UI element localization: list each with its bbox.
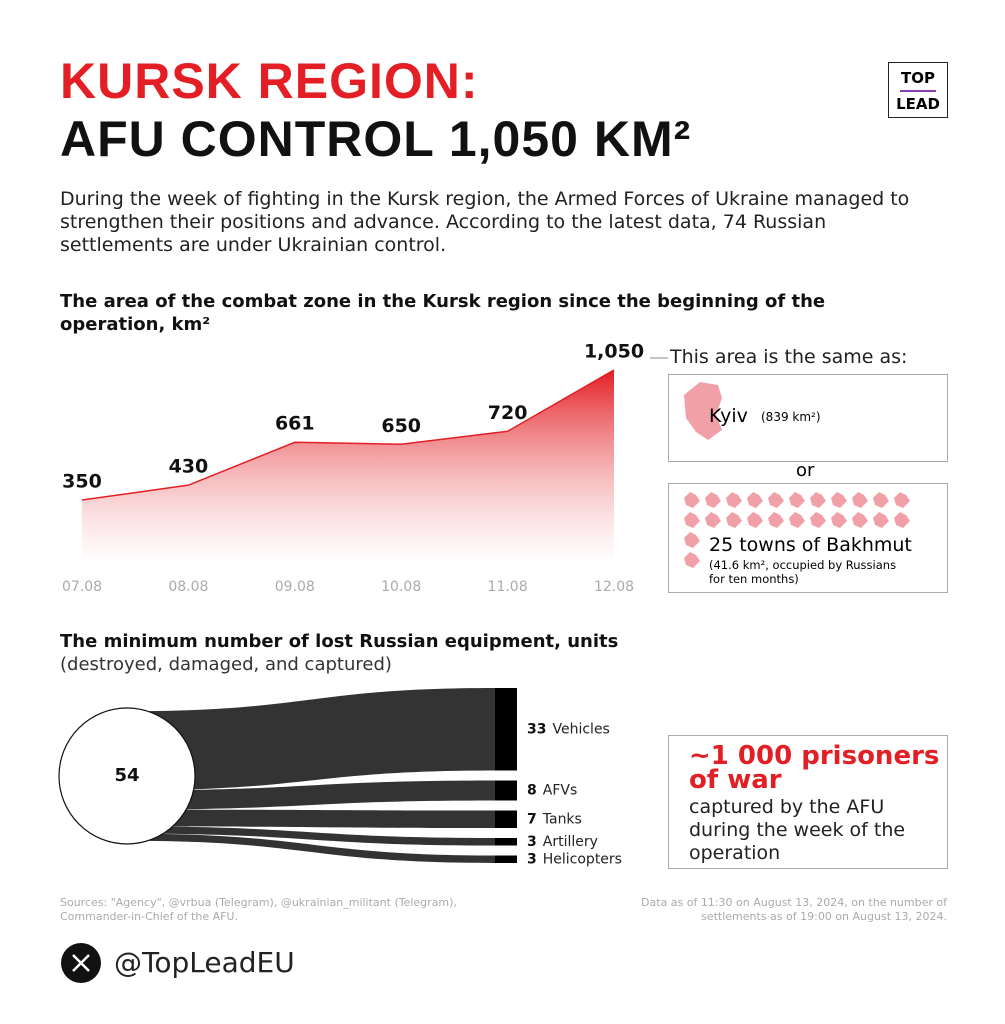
value-label: 661 bbox=[275, 413, 315, 435]
bakhmut-icon bbox=[747, 492, 763, 508]
bakhmut-note: (41.6 km², occupied by Russians for ten … bbox=[709, 558, 897, 586]
bakhmut-icon bbox=[789, 512, 805, 528]
sources: Sources: "Agency", @vrbua (Telegram), @u… bbox=[60, 896, 457, 923]
connector: or bbox=[796, 460, 815, 481]
prisoners-box: ~1 000 prisoners of war captured by the … bbox=[668, 735, 948, 869]
flow-bar bbox=[495, 855, 517, 863]
x-tick-label: 07.08 bbox=[62, 579, 102, 595]
flow-bar bbox=[495, 780, 517, 801]
value-label: 3 bbox=[527, 851, 537, 867]
value-label: 650 bbox=[381, 415, 421, 437]
kyiv-label: Kyiv bbox=[709, 405, 748, 427]
data-note: Data as of 11:30 on August 13, 2024, on … bbox=[641, 896, 947, 923]
x-glyph bbox=[72, 954, 90, 972]
bakhmut-icon bbox=[810, 492, 826, 508]
value-label: 350 bbox=[62, 471, 102, 493]
bakhmut-icon bbox=[705, 492, 721, 508]
value-label: 3 bbox=[527, 834, 537, 850]
title-line1: KURSK REGION: bbox=[60, 53, 479, 109]
x-tick-label: 11.08 bbox=[488, 579, 528, 595]
annotation: This area is the same as: bbox=[670, 346, 908, 368]
category-label: Vehicles bbox=[552, 721, 609, 737]
prisoners-text: captured by the AFU during the week of t… bbox=[689, 796, 906, 864]
bakhmut-icon bbox=[894, 512, 910, 528]
kyiv-shape bbox=[684, 382, 722, 440]
area bbox=[82, 370, 614, 565]
flow-band bbox=[127, 688, 495, 791]
x-tick-label: 10.08 bbox=[381, 579, 421, 595]
footer-handle: @TopLeadEU bbox=[114, 946, 295, 979]
logo: TOP LEAD bbox=[888, 62, 948, 118]
area-line bbox=[81, 369, 615, 501]
bakhmut-icons bbox=[684, 492, 910, 568]
kyiv-box: Kyiv (839 km²) bbox=[668, 374, 948, 462]
bakhmut-icon bbox=[684, 512, 700, 528]
category-label: Helicopters bbox=[543, 851, 622, 867]
logo-bottom: LEAD bbox=[896, 95, 940, 113]
bakhmut-icon bbox=[726, 492, 742, 508]
title-line2: AFU CONTROL 1,050 KM² bbox=[60, 111, 692, 167]
bakhmut-icon bbox=[684, 492, 700, 508]
x-tick-label: 09.08 bbox=[275, 579, 315, 595]
bakhmut-icon bbox=[747, 512, 763, 528]
kyiv-area: (839 km²) bbox=[761, 410, 821, 424]
bakhmut-icon bbox=[852, 492, 868, 508]
description: During the week of fighting in the Kursk… bbox=[60, 188, 910, 256]
bakhmut-box: 25 towns of Bakhmut (41.6 km², occupied … bbox=[668, 483, 948, 593]
logo-top: TOP bbox=[901, 69, 935, 87]
bakhmut-icon bbox=[852, 512, 868, 528]
flow-bar bbox=[495, 838, 517, 846]
bakhmut-icon bbox=[684, 532, 700, 548]
value-label: 1,050 bbox=[584, 341, 644, 363]
value-label: 8 bbox=[527, 783, 537, 799]
total-circle bbox=[58, 707, 196, 845]
category-label: Artillery bbox=[543, 834, 598, 850]
flow-chart-subtitle: (destroyed, damaged, and captured) bbox=[60, 654, 392, 675]
value-label: 430 bbox=[169, 456, 209, 478]
bakhmut-icon bbox=[684, 552, 700, 568]
flow-band bbox=[127, 780, 495, 810]
flow-bar bbox=[495, 688, 517, 771]
x-tick-label: 12.08 bbox=[594, 579, 634, 595]
logo-rule bbox=[900, 90, 936, 92]
flow-chart-title: The minimum number of lost Russian equip… bbox=[60, 631, 619, 652]
bakhmut-icon bbox=[873, 512, 889, 528]
category-label: AFVs bbox=[543, 783, 578, 799]
bakhmut-icon bbox=[789, 492, 805, 508]
bakhmut-icon bbox=[768, 512, 784, 528]
prisoners-headline: ~1 000 prisoners of war bbox=[689, 741, 940, 795]
bakhmut-icon bbox=[873, 492, 889, 508]
bakhmut-icon bbox=[894, 492, 910, 508]
bakhmut-icon bbox=[726, 512, 742, 528]
flow-band bbox=[127, 833, 495, 863]
bakhmut-icon bbox=[705, 512, 721, 528]
category-label: Tanks bbox=[542, 811, 582, 827]
flow-band bbox=[127, 826, 495, 846]
flow-bar bbox=[495, 810, 517, 828]
area-chart-title: The area of the combat zone in the Kursk… bbox=[60, 291, 826, 335]
bakhmut-label: 25 towns of Bakhmut bbox=[709, 534, 912, 556]
total-label: 54 bbox=[114, 765, 139, 786]
value-label: 7 bbox=[527, 811, 537, 827]
flow-band bbox=[127, 809, 495, 828]
x-tick-label: 08.08 bbox=[168, 579, 208, 595]
bakhmut-icon bbox=[831, 512, 847, 528]
value-label: 720 bbox=[488, 402, 528, 424]
bakhmut-icon bbox=[810, 512, 826, 528]
bakhmut-icon bbox=[768, 492, 784, 508]
bakhmut-icon bbox=[831, 492, 847, 508]
value-label: 33 bbox=[527, 721, 546, 737]
